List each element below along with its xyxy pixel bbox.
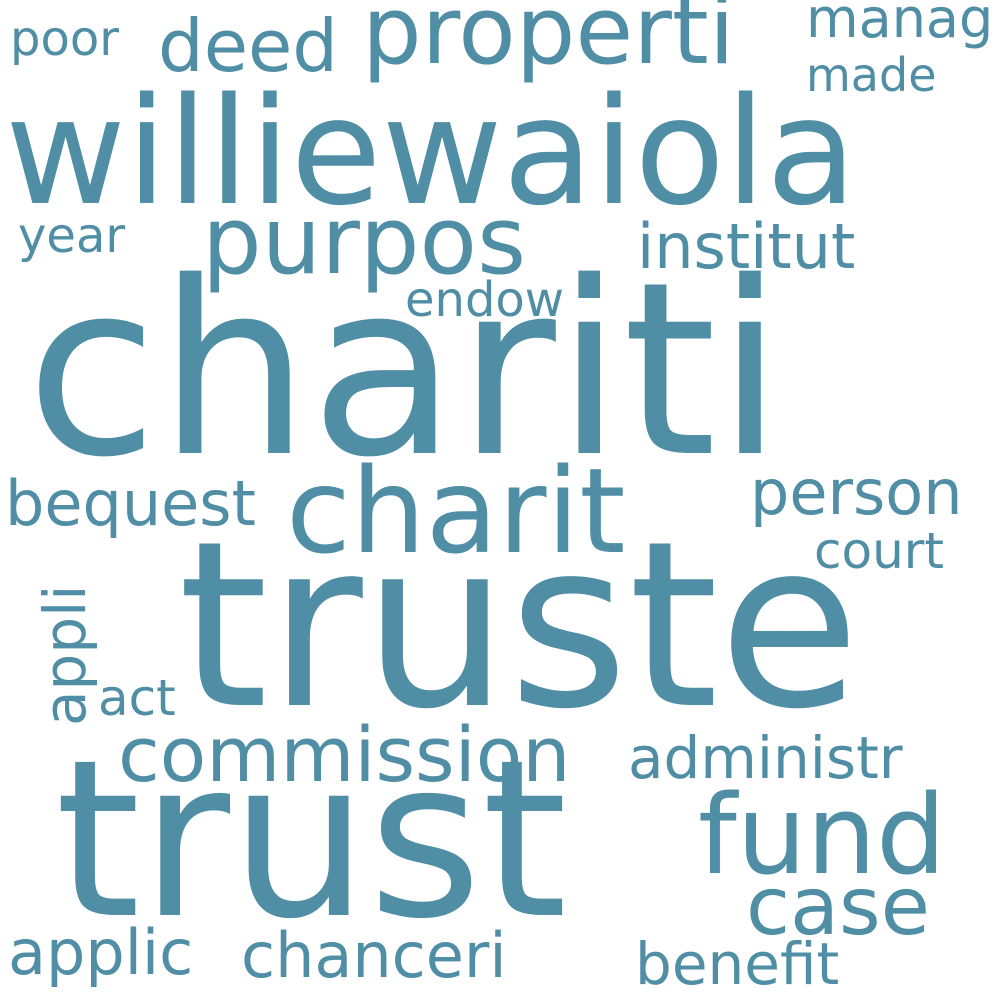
word-year: year [18, 208, 126, 264]
word-williewaiola: williewaiola [5, 66, 857, 238]
word-applic: applic [8, 916, 194, 989]
word-bequest: bequest [5, 467, 256, 540]
word-administr: administr [628, 724, 903, 792]
word-institut: institut [637, 210, 856, 283]
word-chanceri: chanceri [241, 919, 507, 992]
word-trust: trust [55, 714, 568, 967]
word-endow: endow [405, 272, 565, 328]
word-properti: properti [362, 0, 735, 86]
word-deed: deed [158, 4, 338, 88]
word-purpos: purpos [202, 187, 527, 296]
word-benefit: benefit [635, 930, 840, 998]
word-poor: poor [10, 11, 119, 67]
word-made: made [806, 48, 937, 102]
word-case: case [746, 860, 930, 953]
word-manag: manag [806, 0, 994, 50]
word-act: act [98, 669, 176, 727]
word-person: person [750, 456, 963, 529]
word-fund: fund [698, 771, 946, 899]
word-appli: appli [31, 584, 99, 726]
word-chariti: chariti [26, 230, 784, 510]
word-truste: truste [178, 493, 861, 760]
word-court: court [814, 522, 944, 580]
word-charit: charit [286, 442, 626, 580]
word-commission: commission [118, 710, 571, 799]
